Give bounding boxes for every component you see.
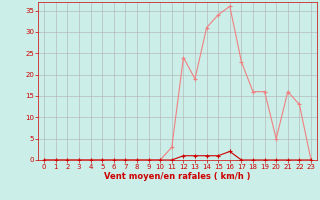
X-axis label: Vent moyen/en rafales ( km/h ): Vent moyen/en rafales ( km/h ) [104,172,251,181]
